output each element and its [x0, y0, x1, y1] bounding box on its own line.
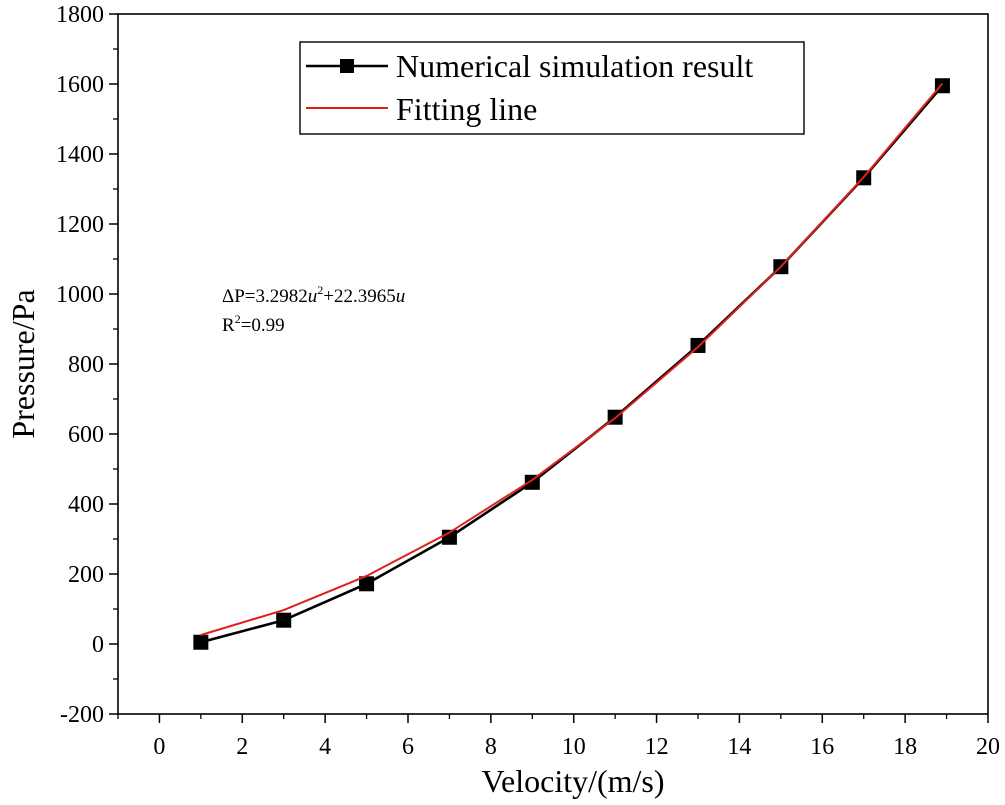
series-layer — [193, 78, 950, 650]
y-tick-label: 1000 — [56, 282, 104, 308]
data-point-numerical — [934, 78, 950, 94]
x-tick-label: 20 — [976, 734, 1000, 760]
y-axis-title: Pressure/Pa — [5, 289, 41, 438]
x-tick-label: 6 — [402, 734, 414, 760]
x-tick-label: 2 — [236, 734, 248, 760]
r2-value: =0.99 — [241, 315, 285, 336]
legend: Numerical simulation result Fitting line — [299, 41, 805, 135]
equation-superscript: 2 — [317, 283, 323, 297]
x-tick-label: 0 — [153, 734, 165, 760]
x-tick-label: 10 — [562, 734, 586, 760]
y-tick-label: 1600 — [56, 72, 104, 98]
y-tick-label: 1400 — [56, 142, 104, 168]
x-tick-label: 12 — [645, 734, 669, 760]
data-point-numerical — [524, 474, 540, 490]
y-tick-label: 200 — [68, 562, 104, 588]
y-tick-label: 600 — [68, 422, 104, 448]
r2-prefix: R — [222, 315, 235, 336]
legend-box — [299, 41, 805, 135]
equation-var-u: u — [308, 286, 318, 307]
y-tick-label: 1200 — [56, 212, 104, 238]
fit-annotation: ΔP=3.2982u2+22.3965u R2=0.99 — [222, 283, 405, 336]
y-tick-label: 1800 — [56, 2, 104, 28]
series-line-fitting — [200, 82, 944, 636]
x-tick-label: 16 — [810, 734, 834, 760]
y-tick-label: 800 — [68, 352, 104, 378]
x-tick-label: 8 — [485, 734, 497, 760]
data-point-numerical — [359, 576, 375, 592]
legend-item-fitting: Fitting line — [306, 91, 537, 127]
data-point-numerical — [193, 634, 209, 650]
axis-ticks: 0 2 4 6 8 10 12 14 16 18 20 -200 0 200 400 600 800 1000 12… — [56, 2, 1000, 760]
r-squared: R2=0.99 — [222, 312, 285, 336]
y-tick-label: 400 — [68, 492, 104, 518]
legend-marker-square — [340, 59, 354, 73]
x-tick-label: 4 — [319, 734, 331, 760]
x-axis-title: Velocity/(m/s) — [481, 763, 664, 799]
plot-frame — [117, 13, 989, 715]
r2-superscript: 2 — [235, 312, 241, 326]
equation-prefix: ΔP=3.2982 — [222, 286, 308, 307]
data-point-numerical — [276, 612, 292, 628]
equation-var-u-2: u — [396, 286, 406, 307]
x-tick-label: 18 — [893, 734, 917, 760]
legend-label-fitting: Fitting line — [396, 91, 537, 127]
y-tick-label: 0 — [92, 632, 104, 658]
y-tick-label: -200 — [60, 702, 104, 728]
legend-label-numerical: Numerical simulation result — [396, 48, 753, 84]
series-line-numerical — [200, 84, 944, 644]
legend-item-numerical: Numerical simulation result — [306, 48, 753, 84]
fit-equation: ΔP=3.2982u2+22.3965u — [222, 283, 405, 307]
x-tick-label: 14 — [727, 734, 751, 760]
equation-middle: +22.3965 — [323, 286, 395, 307]
